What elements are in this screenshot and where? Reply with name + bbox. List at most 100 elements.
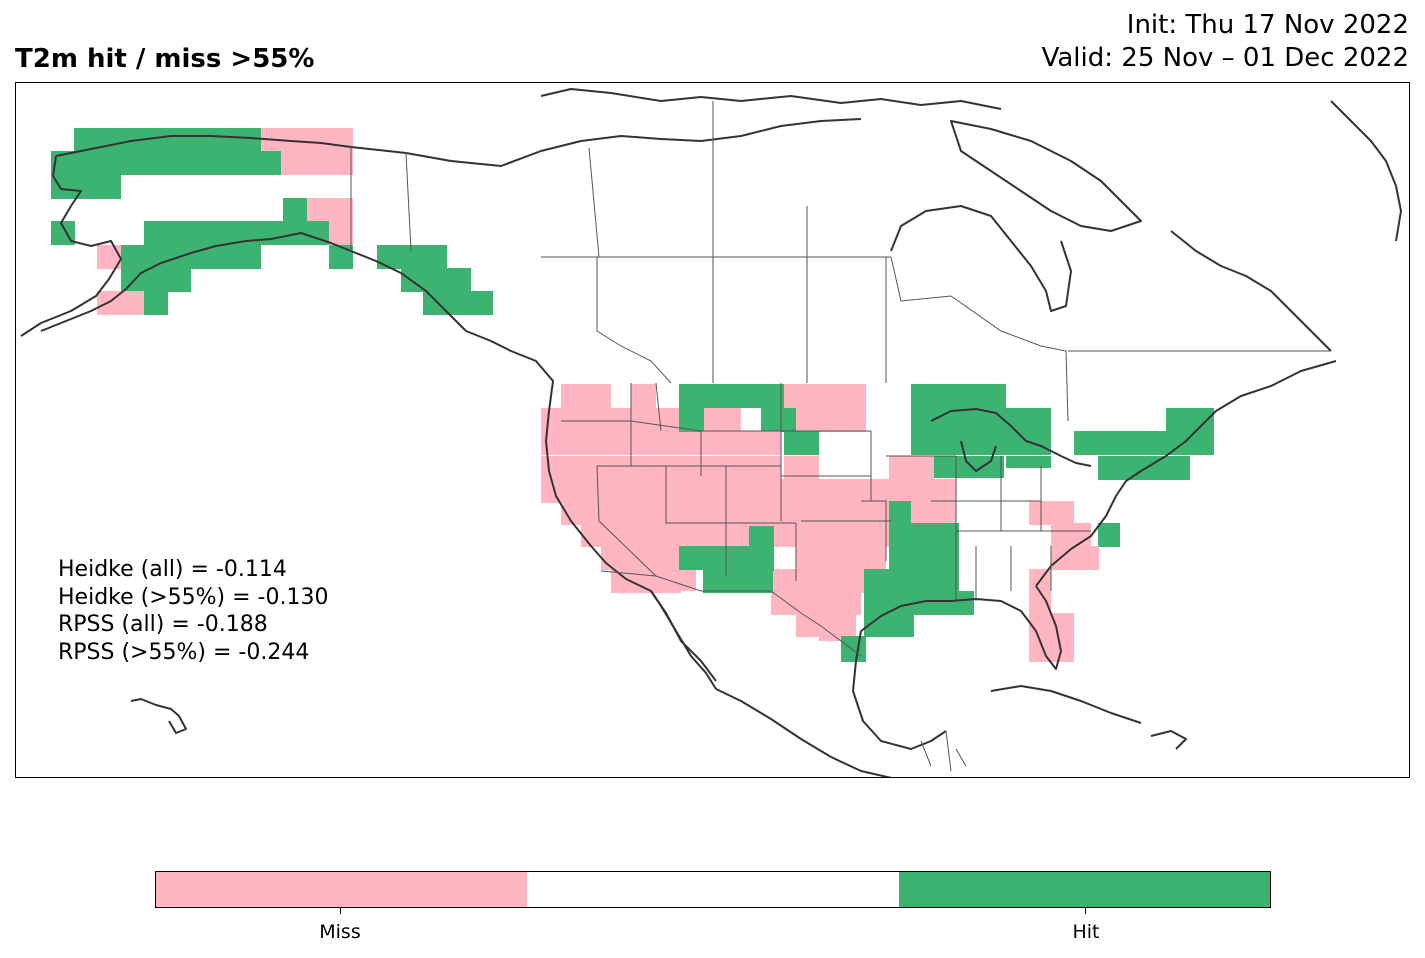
hit-miss-grid [51,128,1214,662]
miss-cell [771,569,866,593]
florida [975,585,1062,670]
miss-cell [97,291,145,315]
miss-cell [784,384,866,408]
alaska-coast [40,232,467,332]
miss-cell [889,456,934,480]
mexico-states [920,730,967,772]
miss-cell [281,151,353,175]
hit-cell [679,384,784,408]
miss-cell [701,431,781,455]
canada-provinces [405,101,887,384]
hit-cell [761,408,786,432]
miss-cell [771,591,861,615]
colorbar-neutral-segment [527,872,899,907]
hit-cell [1074,431,1144,455]
stat-rpss-55: RPSS (>55%) = -0.244 [58,639,310,665]
hit-cell [679,546,749,570]
political-borders [350,101,1331,772]
baffin-island [950,120,1142,232]
miss-cell [561,384,611,408]
hit-cell [889,523,959,547]
map-title: T2m hit / miss >55% [15,44,315,74]
miss-cell [796,408,866,432]
miss-cell [1029,636,1074,662]
miss-cell [1051,523,1091,547]
hit-cell [121,268,191,292]
colorbar-tick-miss [340,908,341,914]
map-panel [15,82,1410,778]
hit-cell [74,128,261,152]
miss-cell [1051,546,1099,570]
hit-cell [1098,523,1120,547]
colorbar [155,871,1271,908]
hit-cell [889,546,959,570]
colorbar-tick-hit [1085,908,1086,914]
us-states-central [780,383,891,581]
stat-rpss-all: RPSS (all) = -0.188 [58,612,268,637]
hit-cell [889,501,911,525]
labrador-coast [1170,230,1332,352]
miss-cell [1029,501,1051,525]
hit-cell [1006,456,1051,468]
gulf-coast [852,630,947,750]
baja-california [650,590,717,690]
hispaniola [1150,730,1187,750]
miss-cell [1051,501,1074,525]
miss-cell [796,523,886,547]
miss-cell [601,546,681,570]
hit-cell [329,245,353,269]
alaska-west-coast [20,155,122,337]
hit-cell [401,268,471,292]
valid-period: Valid: 25 Nov – 01 Dec 2022 [1041,43,1409,73]
us-canada-border [350,147,1331,422]
us-states-east [886,455,1091,601]
miss-cell [796,546,886,570]
hit-cell [283,198,307,222]
colorbar-label-miss: Miss [319,921,361,943]
hawaii [130,698,187,734]
hudson-bay [890,205,1072,312]
miss-cell [541,456,781,480]
miss-cell [631,384,656,408]
hit-cell [1144,431,1214,455]
colorbar-label-hit: Hit [1072,921,1100,943]
north-america-map [20,88,1402,777]
arctic-coast [405,118,862,167]
hit-cell [784,431,819,455]
arctic-islands [540,88,1002,110]
miss-cell [329,221,353,245]
hit-cell [864,569,959,593]
miss-cell [911,501,956,525]
miss-cell [307,198,353,222]
miss-cell [541,431,701,455]
coastlines [20,88,1402,777]
miss-cell [864,479,886,503]
hit-cell [911,384,1006,408]
miss-cell [819,479,864,503]
atlantic-coast [1035,360,1337,587]
stat-heidke-all: Heidke (all) = -0.114 [58,557,287,582]
greenland [1330,100,1402,242]
hit-cell [703,569,773,593]
hit-cell [51,151,281,175]
colorbar-hit-segment [898,872,1270,907]
miss-cell [541,408,741,432]
mexico-pacific-coast [715,688,892,777]
hit-cell [1098,456,1190,480]
hit-cell [841,636,866,662]
hit-cell [934,456,1004,478]
cuba [990,685,1142,724]
great-lakes [930,408,1092,472]
skill-scores: Heidke (all) = -0.114 Heidke (>55%) = -0… [58,556,328,666]
stat-heidke-55: Heidke (>55%) = -0.130 [58,584,329,610]
miss-cell [886,479,956,503]
us-mexico-border [600,570,862,657]
hit-cell [377,245,447,269]
texas-louisiana-coast [860,598,977,632]
hit-cell [423,291,493,315]
miss-cell [1029,591,1051,615]
hit-cell [121,245,261,269]
hit-cell [911,431,1051,455]
init-date: Init: Thu 17 Nov 2022 [1126,10,1409,40]
hit-cell [51,175,121,199]
